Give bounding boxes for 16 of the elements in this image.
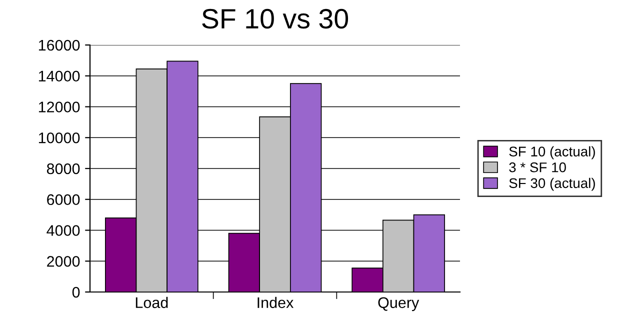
y-tick-label: 16000: [38, 40, 80, 51]
legend-label: SF 30 (actual): [509, 178, 595, 191]
y-tick-label: 0: [72, 286, 80, 298]
x-tick-label: Load: [136, 296, 168, 308]
y-tick-label: 4000: [46, 225, 80, 236]
legend-label: SF 10 (actual): [509, 146, 595, 160]
y-tick-label: 8000: [46, 163, 80, 174]
y-tick-label: 12000: [38, 102, 80, 112]
y-tick-label: 14000: [38, 70, 80, 82]
x-tick-label: Query: [378, 297, 420, 312]
chart-title: SF 10 vs 30: [202, 8, 348, 29]
x-tick-label: Index: [258, 296, 294, 308]
legend-label: 3 * SF 10: [509, 162, 566, 172]
y-tick-label: 10000: [38, 132, 80, 144]
y-tick-label: 6000: [47, 194, 80, 206]
y-tick-label: 2000: [47, 256, 80, 267]
